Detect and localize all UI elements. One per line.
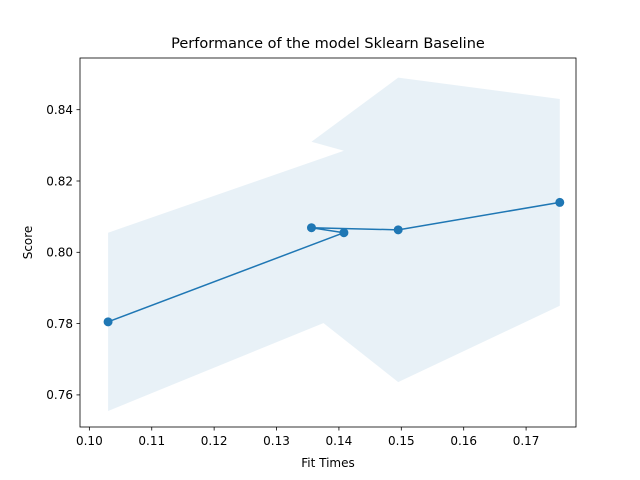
data-point (339, 228, 349, 238)
data-point (555, 197, 565, 207)
x-axis-title: Fit Times (301, 456, 355, 470)
y-axis-title: Score (21, 226, 35, 260)
x-tick-label: 0.10 (76, 434, 103, 448)
x-axis: 0.10 0.11 0.12 0.13 0.14 0.15 0.16 0.17 (76, 427, 539, 448)
x-tick-label: 0.16 (450, 434, 477, 448)
confidence-band-layer (108, 77, 560, 411)
y-tick-label: 0.82 (46, 174, 73, 188)
x-tick-label: 0.13 (263, 434, 290, 448)
x-tick-label: 0.14 (326, 434, 353, 448)
y-tick-label: 0.80 (46, 246, 73, 260)
x-tick-label: 0.11 (138, 434, 165, 448)
x-tick-label: 0.17 (513, 434, 540, 448)
x-tick-label: 0.12 (201, 434, 228, 448)
y-tick-label: 0.84 (46, 103, 73, 117)
data-point (306, 223, 316, 233)
data-point (103, 317, 113, 327)
x-tick-label: 0.15 (388, 434, 415, 448)
data-point (393, 225, 403, 235)
y-tick-label: 0.76 (46, 388, 73, 402)
confidence-band (108, 77, 560, 411)
chart-title: Performance of the model Sklearn Baselin… (171, 36, 485, 52)
plot-frame (79, 57, 577, 428)
data-point-layer (103, 197, 565, 327)
y-tick-label: 0.78 (46, 317, 73, 331)
plot-area (80, 58, 576, 427)
y-axis: 0.76 0.78 0.80 0.82 0.84 (46, 103, 80, 402)
